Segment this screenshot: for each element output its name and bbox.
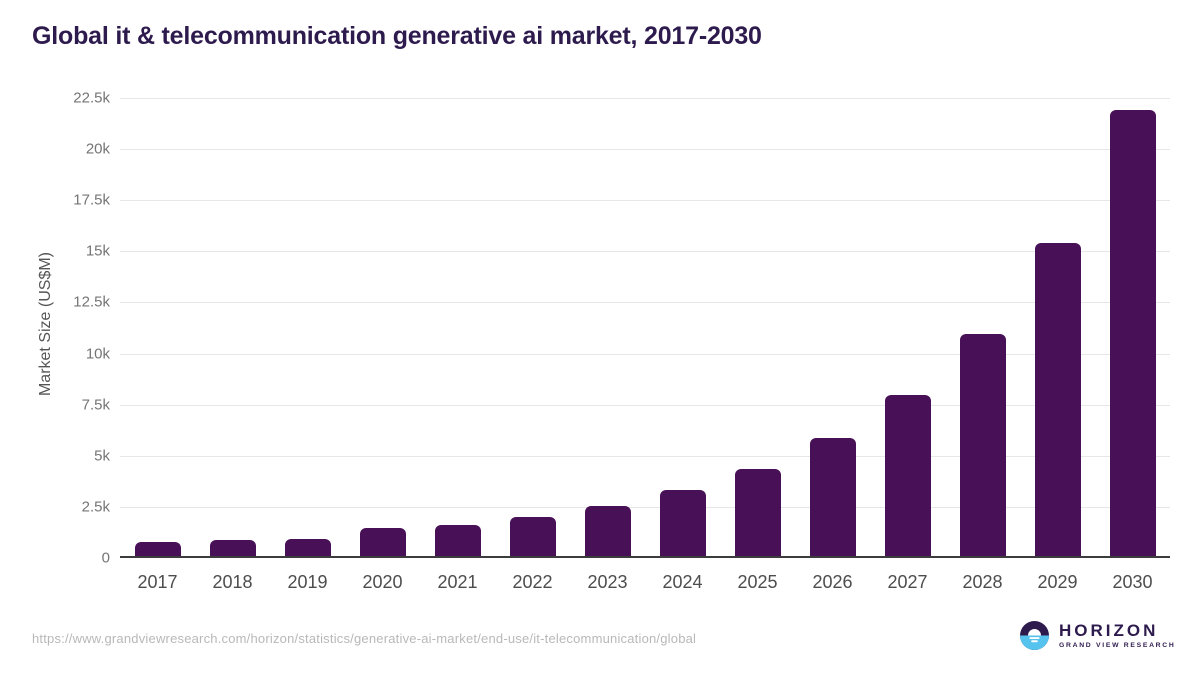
horizon-logo-icon bbox=[1020, 621, 1049, 650]
bar-slot bbox=[1095, 98, 1170, 556]
chart-title: Global it & telecommunication generative… bbox=[32, 22, 762, 50]
y-tick-label: 12.5k bbox=[73, 293, 110, 311]
bar-slot bbox=[495, 98, 570, 556]
gridline bbox=[120, 455, 1170, 457]
bar-slot bbox=[195, 98, 270, 556]
bar-slot bbox=[645, 98, 720, 556]
bar-2028[interactable] bbox=[959, 334, 1006, 556]
bar-2025[interactable] bbox=[734, 468, 781, 556]
bar-2030[interactable] bbox=[1109, 109, 1156, 556]
x-tick-label: 2022 bbox=[512, 572, 553, 592]
bars-container bbox=[120, 98, 1170, 556]
bar-2018[interactable] bbox=[209, 540, 256, 556]
y-tick-label: 5k bbox=[94, 447, 110, 465]
x-tick-label: 2026 bbox=[812, 572, 853, 592]
logo-subtitle: GRAND VIEW RESEARCH bbox=[1059, 642, 1176, 649]
bar-2023[interactable] bbox=[584, 505, 631, 556]
x-tick-label: 2017 bbox=[137, 572, 178, 592]
x-axis-labels: 2017 2018 2019 2020 2021 2022 2023 2024 2025 2026… bbox=[120, 566, 1170, 593]
gridline bbox=[120, 404, 1170, 406]
plot-area bbox=[120, 98, 1170, 558]
bar-slot bbox=[570, 98, 645, 556]
bar-slot bbox=[1020, 98, 1095, 556]
gridline bbox=[120, 302, 1170, 304]
x-tick-label: 2021 bbox=[437, 572, 478, 592]
gridline bbox=[120, 353, 1170, 355]
bar-2027[interactable] bbox=[884, 395, 931, 556]
bar-2022[interactable] bbox=[509, 517, 556, 556]
gridline bbox=[120, 149, 1170, 151]
x-tick-label: 2028 bbox=[962, 572, 1003, 592]
logo-name: HORIZON bbox=[1059, 621, 1159, 640]
bar-2029[interactable] bbox=[1034, 243, 1081, 556]
bar-slot bbox=[345, 98, 420, 556]
y-tick-label: 20k bbox=[85, 140, 110, 158]
bar-2019[interactable] bbox=[284, 539, 331, 556]
y-tick-label: 7.5k bbox=[81, 396, 110, 414]
x-tick-label: 2029 bbox=[1037, 572, 1078, 592]
bar-2021[interactable] bbox=[434, 524, 481, 556]
bar-slot bbox=[795, 98, 870, 556]
y-tick-label: 15k bbox=[85, 242, 110, 260]
y-tick-label: 22.5k bbox=[73, 89, 110, 107]
x-tick-label: 2025 bbox=[737, 572, 778, 592]
logo-text: HORIZON GRAND VIEW RESEARCH bbox=[1059, 622, 1176, 649]
x-tick-label: 2018 bbox=[212, 572, 253, 592]
gridline bbox=[120, 200, 1170, 202]
x-tick-label: 2024 bbox=[662, 572, 703, 592]
bar-2017[interactable] bbox=[134, 541, 181, 556]
bar-slot bbox=[870, 98, 945, 556]
bar-2026[interactable] bbox=[809, 438, 856, 556]
x-tick-label: 2019 bbox=[287, 572, 328, 592]
x-tick-label: 2020 bbox=[362, 572, 403, 592]
y-tick-label: 0 bbox=[101, 549, 110, 567]
gridline bbox=[120, 98, 1170, 99]
bar-2020[interactable] bbox=[359, 527, 406, 556]
bar-slot bbox=[945, 98, 1020, 556]
y-tick-label: 17.5k bbox=[73, 191, 110, 209]
bar-slot bbox=[420, 98, 495, 556]
bar-slot bbox=[270, 98, 345, 556]
x-tick-label: 2027 bbox=[887, 572, 928, 592]
bar-2024[interactable] bbox=[659, 490, 706, 556]
bar-slot bbox=[720, 98, 795, 556]
horizon-logo: HORIZON GRAND VIEW RESEARCH bbox=[1020, 621, 1176, 650]
y-axis-labels: 0 2.5k 5k 7.5k 10k 12.5k 15k 17.5k 20k 22.5k bbox=[0, 90, 110, 567]
x-tick-label: 2023 bbox=[587, 572, 628, 592]
y-tick-label: 2.5k bbox=[81, 498, 110, 516]
x-tick-label: 2030 bbox=[1112, 572, 1153, 592]
gridline bbox=[120, 506, 1170, 508]
gridline bbox=[120, 251, 1170, 253]
y-tick-label: 10k bbox=[85, 345, 110, 363]
source-url: https://www.grandviewresearch.com/horizo… bbox=[32, 631, 697, 646]
bar-slot bbox=[120, 98, 195, 556]
